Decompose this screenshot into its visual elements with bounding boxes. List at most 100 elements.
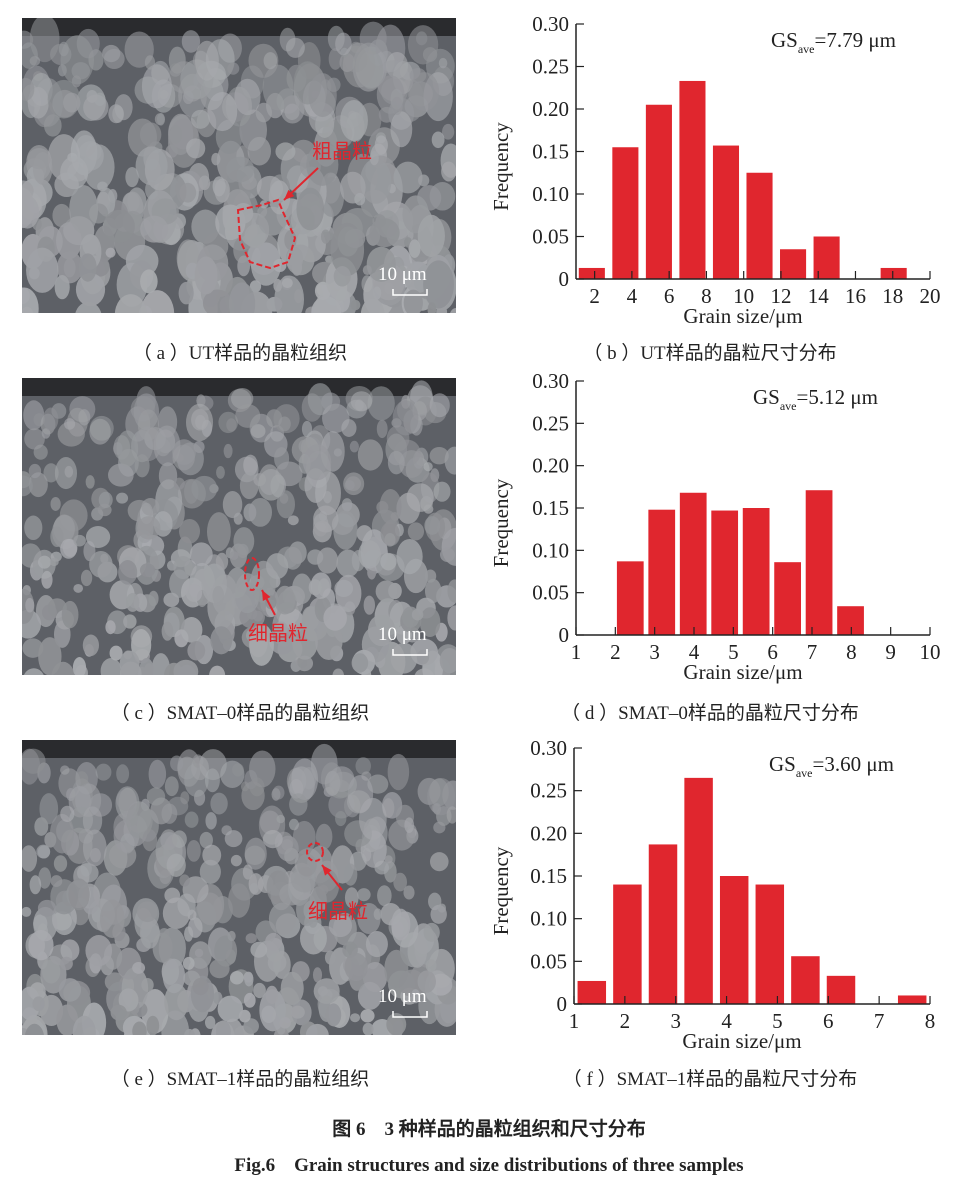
grain — [441, 123, 455, 140]
y-tick-label: 0.20 — [532, 454, 569, 478]
grain — [89, 418, 111, 445]
grain — [217, 995, 244, 1023]
x-tick-label: 7 — [874, 1009, 885, 1033]
grain — [22, 845, 38, 872]
grain — [95, 763, 112, 781]
x-tick-label: 20 — [920, 284, 941, 308]
grain — [312, 967, 323, 983]
grain — [229, 971, 244, 985]
grain — [424, 578, 442, 604]
average-grain-size-annotation: GSave=7.79 μm — [771, 28, 896, 56]
grain — [72, 657, 87, 675]
grain — [429, 447, 449, 465]
arrow-head-icon — [262, 590, 271, 601]
grain — [212, 176, 226, 197]
x-tick-label: 10 — [733, 284, 754, 308]
grain — [439, 547, 455, 562]
grain — [367, 614, 396, 647]
grain — [424, 516, 441, 535]
grain — [40, 955, 67, 994]
grain — [266, 553, 289, 580]
y-tick-label: 0.20 — [530, 821, 567, 845]
grain — [438, 57, 448, 69]
grain — [207, 512, 231, 552]
x-tick-label: 3 — [649, 640, 660, 664]
scale-bar-label: 10 μm — [378, 624, 427, 645]
grain — [357, 439, 384, 471]
grain — [148, 590, 159, 607]
caption-d: （ d ）SMAT–0样品的晶粒尺寸分布 — [561, 703, 859, 724]
grain — [275, 142, 296, 161]
grain — [387, 450, 405, 475]
scale-bar — [392, 289, 428, 296]
bar — [612, 147, 639, 279]
grain — [78, 409, 91, 426]
grain — [53, 855, 68, 872]
grain — [27, 148, 51, 170]
grain — [320, 229, 331, 244]
bar — [880, 267, 907, 279]
grain — [187, 640, 206, 661]
grain — [58, 41, 69, 57]
grain — [411, 608, 424, 621]
grain — [406, 483, 434, 512]
grain — [417, 970, 436, 993]
grain — [114, 294, 147, 313]
grain — [253, 982, 266, 999]
grain — [105, 247, 116, 258]
grain — [273, 404, 300, 434]
grain — [141, 498, 160, 516]
caption-c: （ c ）SMAT–0样品的晶粒组织 — [110, 703, 370, 724]
grain — [276, 490, 296, 519]
grain — [291, 758, 319, 801]
grain — [249, 777, 265, 797]
grain — [292, 573, 313, 605]
grain — [229, 551, 239, 561]
grain — [158, 462, 178, 490]
grain — [423, 922, 440, 942]
bar — [712, 145, 740, 279]
grain — [447, 605, 456, 631]
x-tick-label: 5 — [772, 1009, 783, 1033]
micrograph-a: 粗晶粒 10 μm — [22, 18, 456, 313]
grain — [350, 1013, 361, 1023]
grain — [248, 498, 273, 527]
grain — [322, 403, 350, 433]
grain — [199, 831, 213, 849]
grain — [164, 776, 179, 797]
grain — [85, 935, 113, 967]
grain — [179, 182, 197, 203]
y-tick-label: 0.30 — [532, 12, 569, 36]
bar — [826, 975, 856, 1004]
grain-label: 细晶粒 — [308, 899, 368, 923]
y-tick-label: 0.15 — [530, 864, 567, 888]
grain — [60, 156, 89, 190]
grain — [243, 454, 258, 476]
grain — [265, 985, 279, 1005]
x-tick-label: 12 — [770, 284, 791, 308]
grain — [50, 875, 63, 888]
grain — [43, 463, 59, 483]
grain — [194, 948, 204, 958]
grain — [132, 962, 146, 974]
grain — [185, 403, 214, 442]
grain — [78, 253, 97, 282]
grain — [419, 607, 441, 638]
bar — [774, 562, 801, 635]
grain — [363, 595, 376, 615]
grain — [390, 111, 413, 148]
x-tick-label: 1 — [569, 1009, 580, 1033]
bar — [742, 508, 770, 635]
grain — [83, 94, 109, 121]
grain — [159, 869, 172, 885]
grain — [360, 1009, 375, 1023]
grain — [284, 847, 299, 865]
grain — [273, 278, 283, 292]
grain — [137, 409, 159, 442]
bar — [648, 509, 676, 635]
grain — [341, 498, 353, 512]
grain — [228, 883, 251, 918]
grain — [227, 930, 236, 942]
